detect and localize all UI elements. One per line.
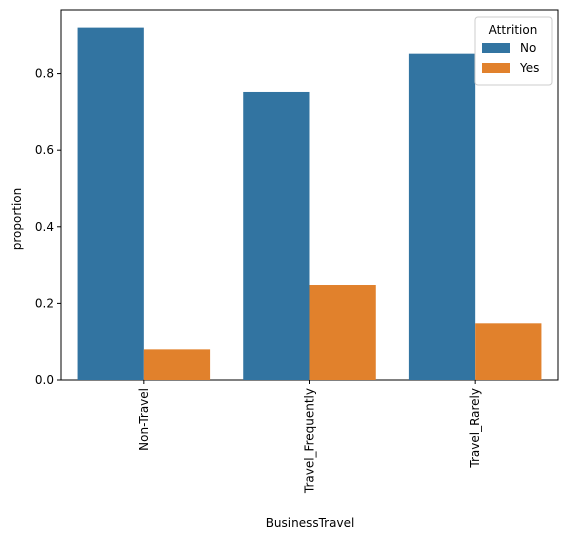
bar-yes-travel_frequently <box>309 285 376 380</box>
legend-title: Attrition <box>489 23 538 37</box>
x-axis: Non-Travel Travel_Frequently Travel_Rarely <box>137 380 482 494</box>
legend-swatch-yes <box>482 63 510 73</box>
bar-no-non-travel <box>77 27 144 380</box>
y-axis: 0.0 0.2 0.4 0.6 0.8 <box>35 67 61 387</box>
x-tick-label: Travel_Frequently <box>303 388 317 494</box>
bar-no-travel_frequently <box>243 91 310 381</box>
y-tick-label: 0.6 <box>35 143 54 157</box>
y-tick-label: 0.4 <box>35 220 54 234</box>
y-tick-label: 0.2 <box>35 296 54 310</box>
legend-items: No Yes <box>482 41 539 75</box>
y-axis-label: proportion <box>10 188 24 251</box>
legend-swatch-no <box>482 43 510 53</box>
x-axis-label: BusinessTravel <box>266 516 355 530</box>
bar-yes-non-travel <box>143 349 211 380</box>
x-tick-label: Non-Travel <box>137 388 151 451</box>
legend: Attrition No Yes <box>474 16 553 86</box>
y-tick-label: 0.8 <box>35 67 54 81</box>
bar-no-travel_rarely <box>408 53 476 380</box>
bar-yes-travel_rarely <box>475 323 542 380</box>
bars <box>77 27 542 381</box>
legend-label-no: No <box>520 41 536 55</box>
y-tick-label: 0.0 <box>35 373 54 387</box>
x-tick-label: Travel_Rarely <box>468 388 482 469</box>
legend-label-yes: Yes <box>519 61 539 75</box>
